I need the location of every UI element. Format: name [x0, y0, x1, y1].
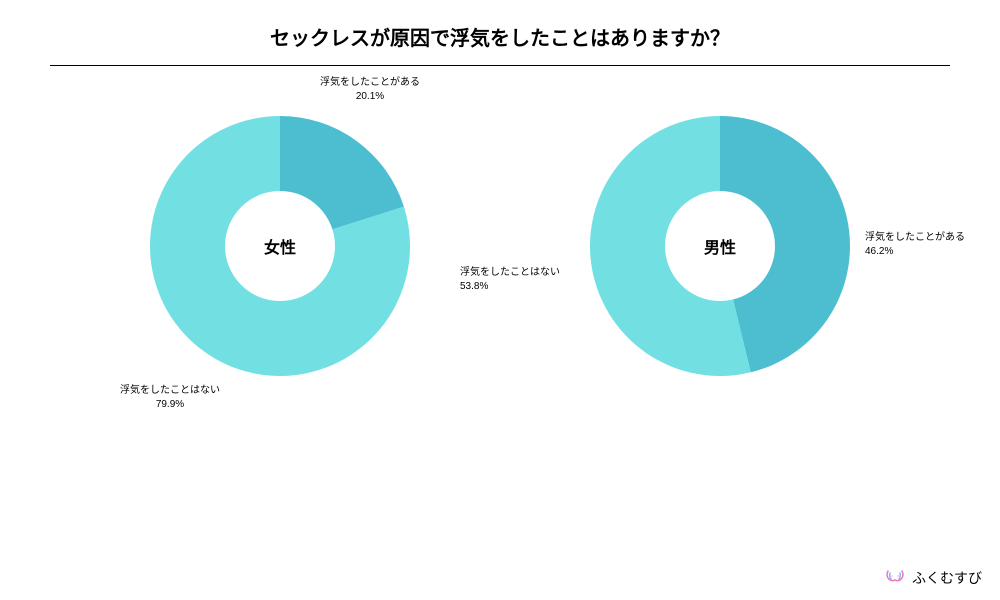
slice-percent-text: 20.1%	[320, 90, 420, 104]
brand-icon	[884, 569, 906, 587]
slice-label-text: 浮気をしたことがある	[320, 76, 420, 90]
donut-center-label: 男性	[704, 234, 736, 258]
slice-percent-text: 79.9%	[120, 398, 220, 412]
donut-chart-female: 女性 浮気をしたことがある20.1%浮気をしたことはない79.9%	[150, 116, 410, 376]
slice-label: 浮気をしたことがある46.2%	[865, 231, 965, 259]
brand-text: ふくむすび	[912, 568, 982, 588]
chart-title-text: セックレスが原因で浮気をしたことはありますか？	[270, 28, 730, 50]
donut-chart-male: 男性 浮気をしたことがある46.2%浮気をしたことはない53.8%	[590, 116, 850, 376]
brand-icon-stroke-3	[890, 573, 891, 579]
slice-label-text: 浮気をしたことがある	[865, 231, 965, 245]
slice-percent-text: 46.2%	[865, 245, 965, 259]
slice-label-text: 浮気をしたことはない	[460, 266, 560, 280]
title-underline	[50, 65, 950, 66]
brand-icon-eye	[897, 575, 898, 576]
footer-brand: ふくむすび	[884, 568, 982, 588]
brand-icon-stroke-4	[899, 573, 900, 579]
donut-center-label: 女性	[264, 234, 296, 258]
slice-label: 浮気をしたことはない79.9%	[120, 384, 220, 412]
charts-container: 女性 浮気をしたことがある20.1%浮気をしたことはない79.9% 男性 浮気を…	[0, 116, 1000, 376]
chart-title: セックレスが原因で浮気をしたことはありますか？	[0, 0, 1000, 51]
slice-percent-text: 53.8%	[460, 280, 560, 294]
slice-label-text: 浮気をしたことはない	[120, 384, 220, 398]
slice-label: 浮気をしたことがある20.1%	[320, 76, 420, 104]
slice-label: 浮気をしたことはない53.8%	[460, 266, 560, 294]
brand-icon-eye	[891, 575, 892, 576]
